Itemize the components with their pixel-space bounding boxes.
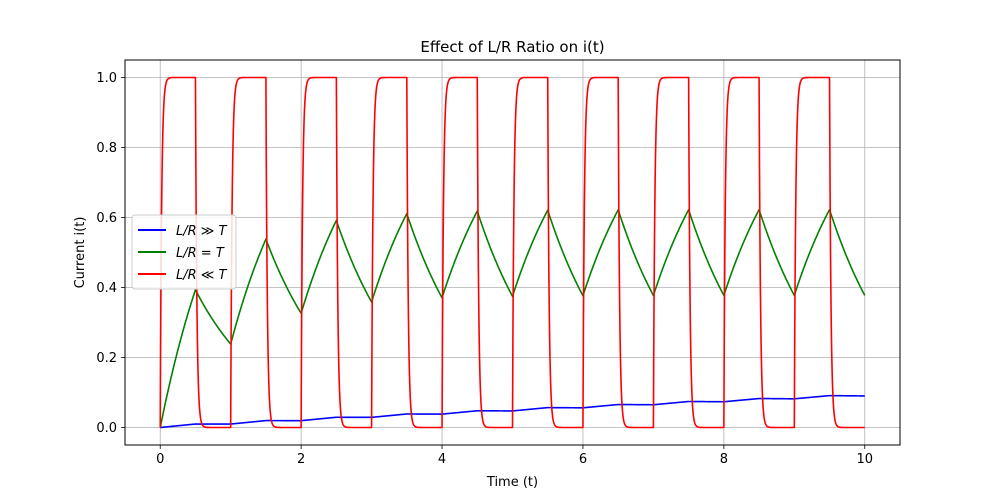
y-tick-label: 0.4 [96, 281, 117, 296]
x-tick-label: 8 [720, 452, 728, 467]
y-tick-label: 0.6 [96, 211, 117, 226]
chart-title: Effect of L/R Ratio on i(t) [420, 38, 604, 56]
y-tick-label: 0.2 [96, 351, 117, 366]
series-line-3 [159, 76, 866, 429]
x-tick-label: 0 [156, 452, 164, 467]
y-axis-ticks: 0.0 0.2 0.4 0.6 0.8 1.0 [96, 71, 125, 436]
series-lines [159, 76, 866, 429]
y-tick-label: 0.8 [96, 141, 117, 156]
y-tick-label: 1.0 [96, 71, 117, 86]
y-axis-label: Current i(t) [73, 217, 88, 289]
legend-box [131, 214, 237, 290]
x-tick-label: 4 [438, 452, 446, 467]
x-axis-label: Time (t) [486, 475, 538, 490]
legend-label-3: L/R ≪ T [176, 268, 228, 283]
y-tick-label: 0.0 [96, 421, 117, 436]
x-tick-label: 6 [579, 452, 587, 467]
legend-label-2: L/R = T [176, 246, 225, 261]
x-tick-label: 10 [856, 452, 873, 467]
legend: L/R ≫ T L/R = T L/R ≪ T [131, 214, 237, 290]
plot-frame [124, 59, 901, 446]
x-tick-label: 2 [297, 452, 305, 467]
legend-label-1: L/R ≫ T [176, 224, 228, 239]
x-axis-ticks: 0 2 4 6 8 10 [156, 445, 873, 467]
